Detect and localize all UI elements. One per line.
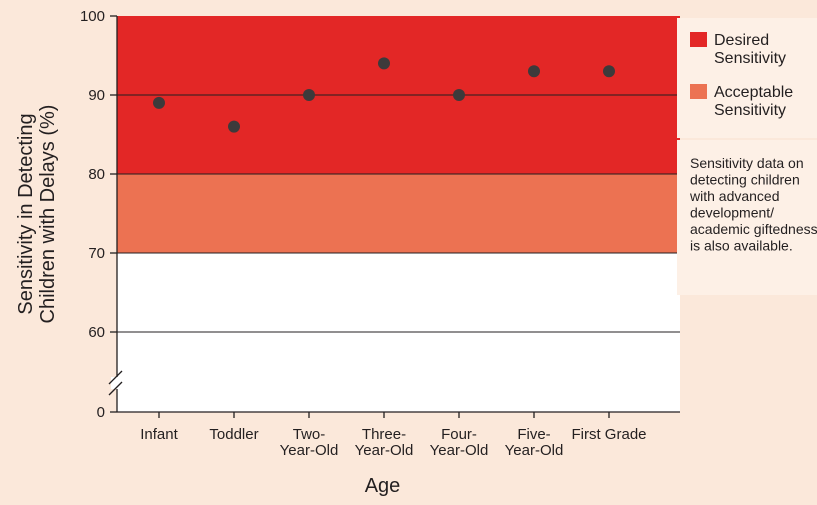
x-category-label: Infant — [140, 426, 178, 443]
y-tick-label: 70 — [88, 245, 105, 262]
x-category-label: Toddler — [209, 426, 258, 443]
gridline-layer — [117, 94, 680, 333]
legend-swatch — [690, 84, 707, 99]
y-tick-labels: 100 90 80 70 60 0 — [80, 8, 105, 421]
data-point-two-year-old — [303, 89, 315, 101]
data-point-four-year-old — [453, 89, 465, 101]
y-tick-label: 80 — [88, 166, 105, 183]
band-acceptable-sensitivity — [117, 174, 680, 253]
band-layer — [117, 16, 680, 412]
note-background — [677, 140, 817, 295]
data-point-first-grade — [603, 65, 615, 78]
axes — [108, 15, 680, 418]
data-point-toddler — [228, 120, 240, 133]
data-points — [153, 57, 615, 133]
legend-swatch — [690, 32, 707, 47]
axis-break-mark — [108, 370, 123, 385]
y-tick-label: 60 — [88, 324, 105, 341]
x-category-label: Five-Year-Old — [505, 426, 564, 459]
data-point-three-year-old — [378, 57, 390, 70]
data-point-infant — [153, 96, 165, 109]
legend: Desired Sensitivity Acceptable Sensitivity — [677, 18, 817, 138]
legend-label: Acceptable Sensitivity — [714, 84, 793, 119]
y-tick-label: 0 — [97, 404, 105, 421]
axis-break-mark — [108, 381, 123, 396]
x-category-label: Two-Year-Old — [280, 426, 339, 459]
axis-break-gap — [111, 377, 123, 389]
y-axis-title: Sensitivity in DetectingChildren with De… — [15, 105, 59, 324]
data-point-five-year-old — [528, 65, 540, 78]
x-category-labels: Infant Toddler Two-Year-Old Three-Year-Old F… — [140, 426, 646, 459]
note-text: Sensitivity data on detecting children wit… — [689, 155, 817, 254]
legend-label: Desired Sensitivity — [714, 32, 786, 67]
x-category-label: Four-Year-Old — [430, 426, 489, 459]
y-tick-label: 90 — [88, 87, 105, 104]
y-axis-title-text: Sensitivity in DetectingChildren with De… — [15, 105, 59, 324]
x-axis-title: Age — [365, 475, 401, 497]
x-category-label: Three-Year-Old — [355, 426, 414, 459]
note-box: Sensitivity data on detecting children wit… — [677, 140, 817, 295]
x-category-label: First Grade — [571, 426, 646, 443]
y-tick-label: 100 — [80, 8, 105, 25]
